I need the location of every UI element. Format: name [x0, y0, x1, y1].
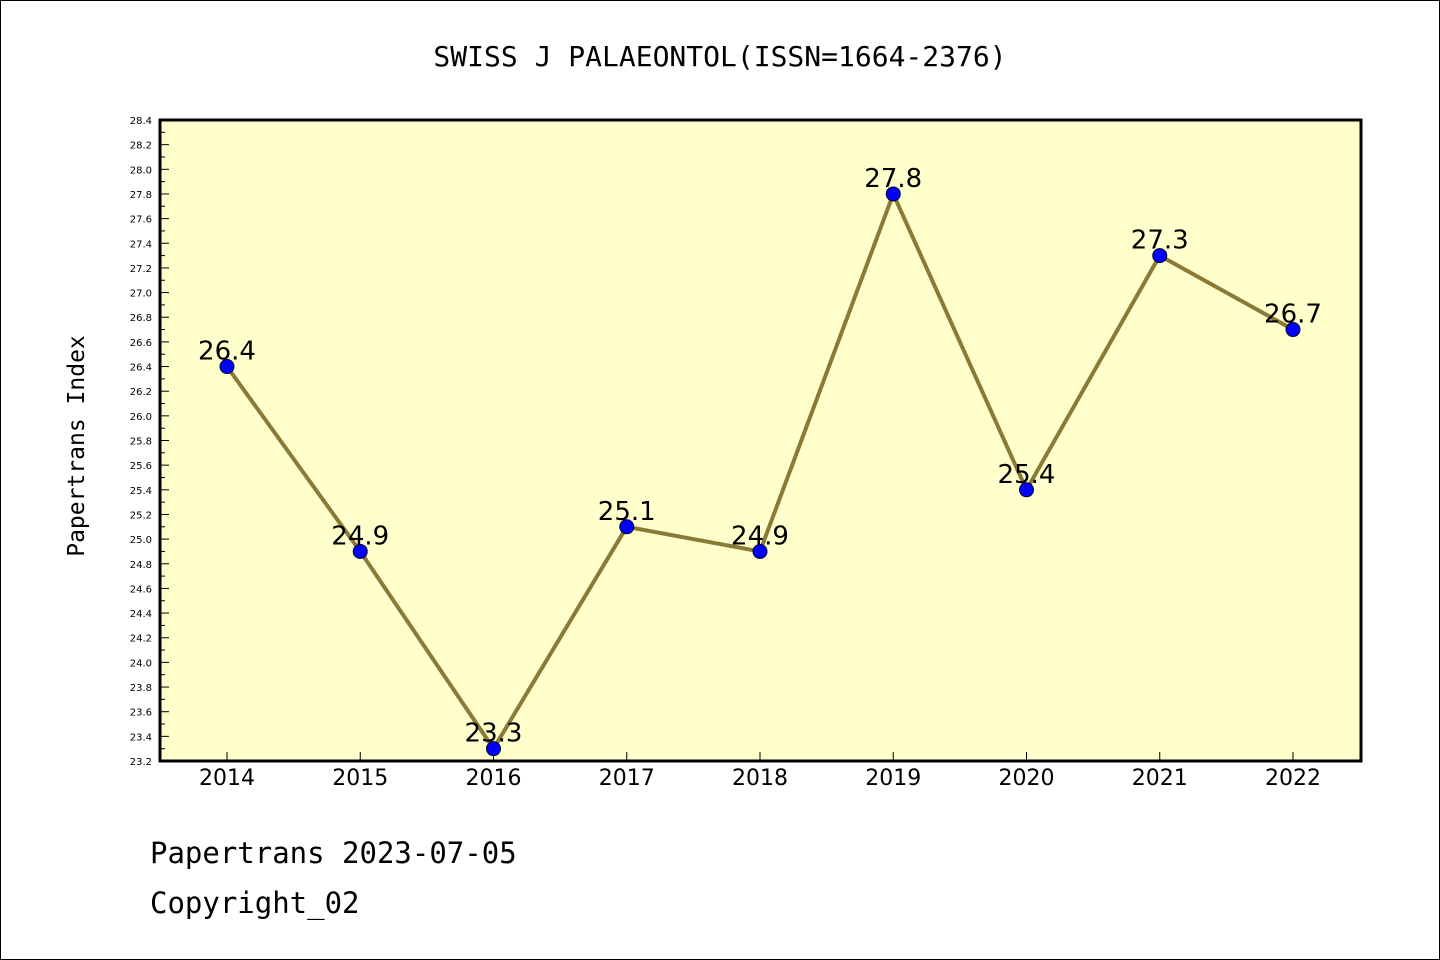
chart-title: SWISS J PALAEONTOL(ISSN=1664-2376)	[433, 40, 1006, 73]
y-tick-label: 24.8	[130, 560, 152, 571]
y-tick-label: 23.6	[130, 708, 152, 719]
y-tick-label: 24.0	[130, 658, 152, 669]
data-point	[619, 519, 635, 535]
y-tick-label: 25.8	[130, 437, 152, 448]
data-point	[352, 543, 368, 559]
data-point	[219, 359, 235, 375]
footer-date-text: Papertrans 2023-07-05	[150, 836, 517, 870]
y-tick-label: 26.0	[130, 412, 152, 423]
x-tick-label: 2018	[732, 766, 788, 791]
y-tick-label: 24.2	[130, 634, 152, 645]
y-tick-label: 28.2	[130, 141, 152, 152]
x-tick-label: 2021	[1132, 766, 1188, 791]
y-tick-label: 28.0	[130, 165, 152, 176]
data-point	[885, 186, 901, 202]
y-tick-label: 25.0	[130, 535, 152, 546]
data-label: 24.9	[731, 521, 789, 551]
data-label: 26.4	[198, 337, 256, 367]
y-tick-label: 23.8	[130, 683, 152, 694]
x-tick-label: 2022	[1265, 766, 1321, 791]
data-point	[1019, 482, 1034, 498]
y-tick-label: 25.2	[130, 510, 152, 521]
y-tick-label: 26.2	[130, 387, 152, 398]
data-point	[752, 543, 768, 559]
data-point	[1285, 322, 1301, 338]
series-layer: 26.4 24.9 23.3 25.1 24.9 27.8 25.4 27.3 26.7	[198, 164, 1322, 757]
x-tick-label: 2016	[466, 766, 522, 791]
data-label: 24.9	[331, 521, 389, 551]
data-label: 27.8	[864, 164, 922, 194]
y-tick-label: 25.6	[130, 461, 152, 472]
x-tick-label: 2017	[599, 766, 655, 791]
x-tick-label: 2015	[332, 766, 388, 791]
data-label: 27.3	[1131, 226, 1189, 256]
y-tick-label: 27.8	[130, 190, 152, 201]
y-tick-label: 23.2	[130, 757, 152, 768]
axis-ticks: 23.2 23.4 23.6 23.8 24.0 24.2 24.4 24.6 24.8 25.0…	[130, 116, 1321, 791]
data-label: 25.4	[998, 460, 1056, 490]
y-tick-label: 24.4	[130, 609, 152, 620]
x-tick-label: 2019	[865, 766, 921, 791]
footer-copyright-text: Copyright_02	[150, 886, 360, 920]
data-label: 26.7	[1264, 300, 1322, 330]
data-point	[486, 741, 501, 757]
y-tick-label: 24.6	[130, 584, 152, 595]
y-tick-label: 28.4	[130, 116, 152, 127]
data-label: 23.3	[465, 719, 523, 749]
x-tick-label: 2020	[999, 766, 1055, 791]
y-tick-label: 26.8	[130, 313, 152, 324]
y-axis-label: Papertrans Index	[64, 335, 90, 557]
y-tick-label: 27.0	[130, 289, 152, 300]
data-point	[1152, 248, 1168, 264]
y-tick-label: 26.4	[130, 363, 152, 374]
y-tick-label: 26.6	[130, 338, 152, 349]
data-label: 25.1	[598, 497, 656, 527]
x-tick-label: 2014	[199, 766, 255, 791]
y-tick-label: 27.6	[130, 215, 152, 226]
y-tick-label: 25.4	[130, 486, 152, 497]
y-tick-label: 23.4	[130, 732, 152, 743]
plot-area	[158, 118, 1363, 763]
y-tick-label: 27.2	[130, 264, 152, 275]
y-tick-label: 27.4	[130, 239, 152, 250]
